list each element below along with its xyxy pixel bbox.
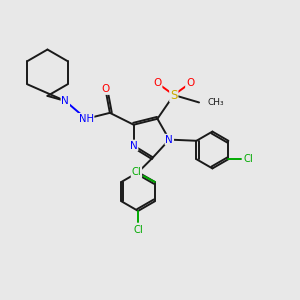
Text: N: N (165, 135, 173, 145)
Text: O: O (153, 78, 162, 88)
Text: CH₃: CH₃ (207, 98, 224, 107)
Text: N: N (130, 140, 137, 151)
Text: Cl: Cl (133, 225, 143, 235)
Text: S: S (170, 88, 178, 101)
Text: N: N (61, 96, 69, 106)
Text: Cl: Cl (244, 154, 254, 164)
Text: Cl: Cl (131, 167, 141, 177)
Text: O: O (101, 84, 110, 94)
Text: NH: NH (79, 114, 94, 124)
Text: O: O (186, 78, 194, 88)
